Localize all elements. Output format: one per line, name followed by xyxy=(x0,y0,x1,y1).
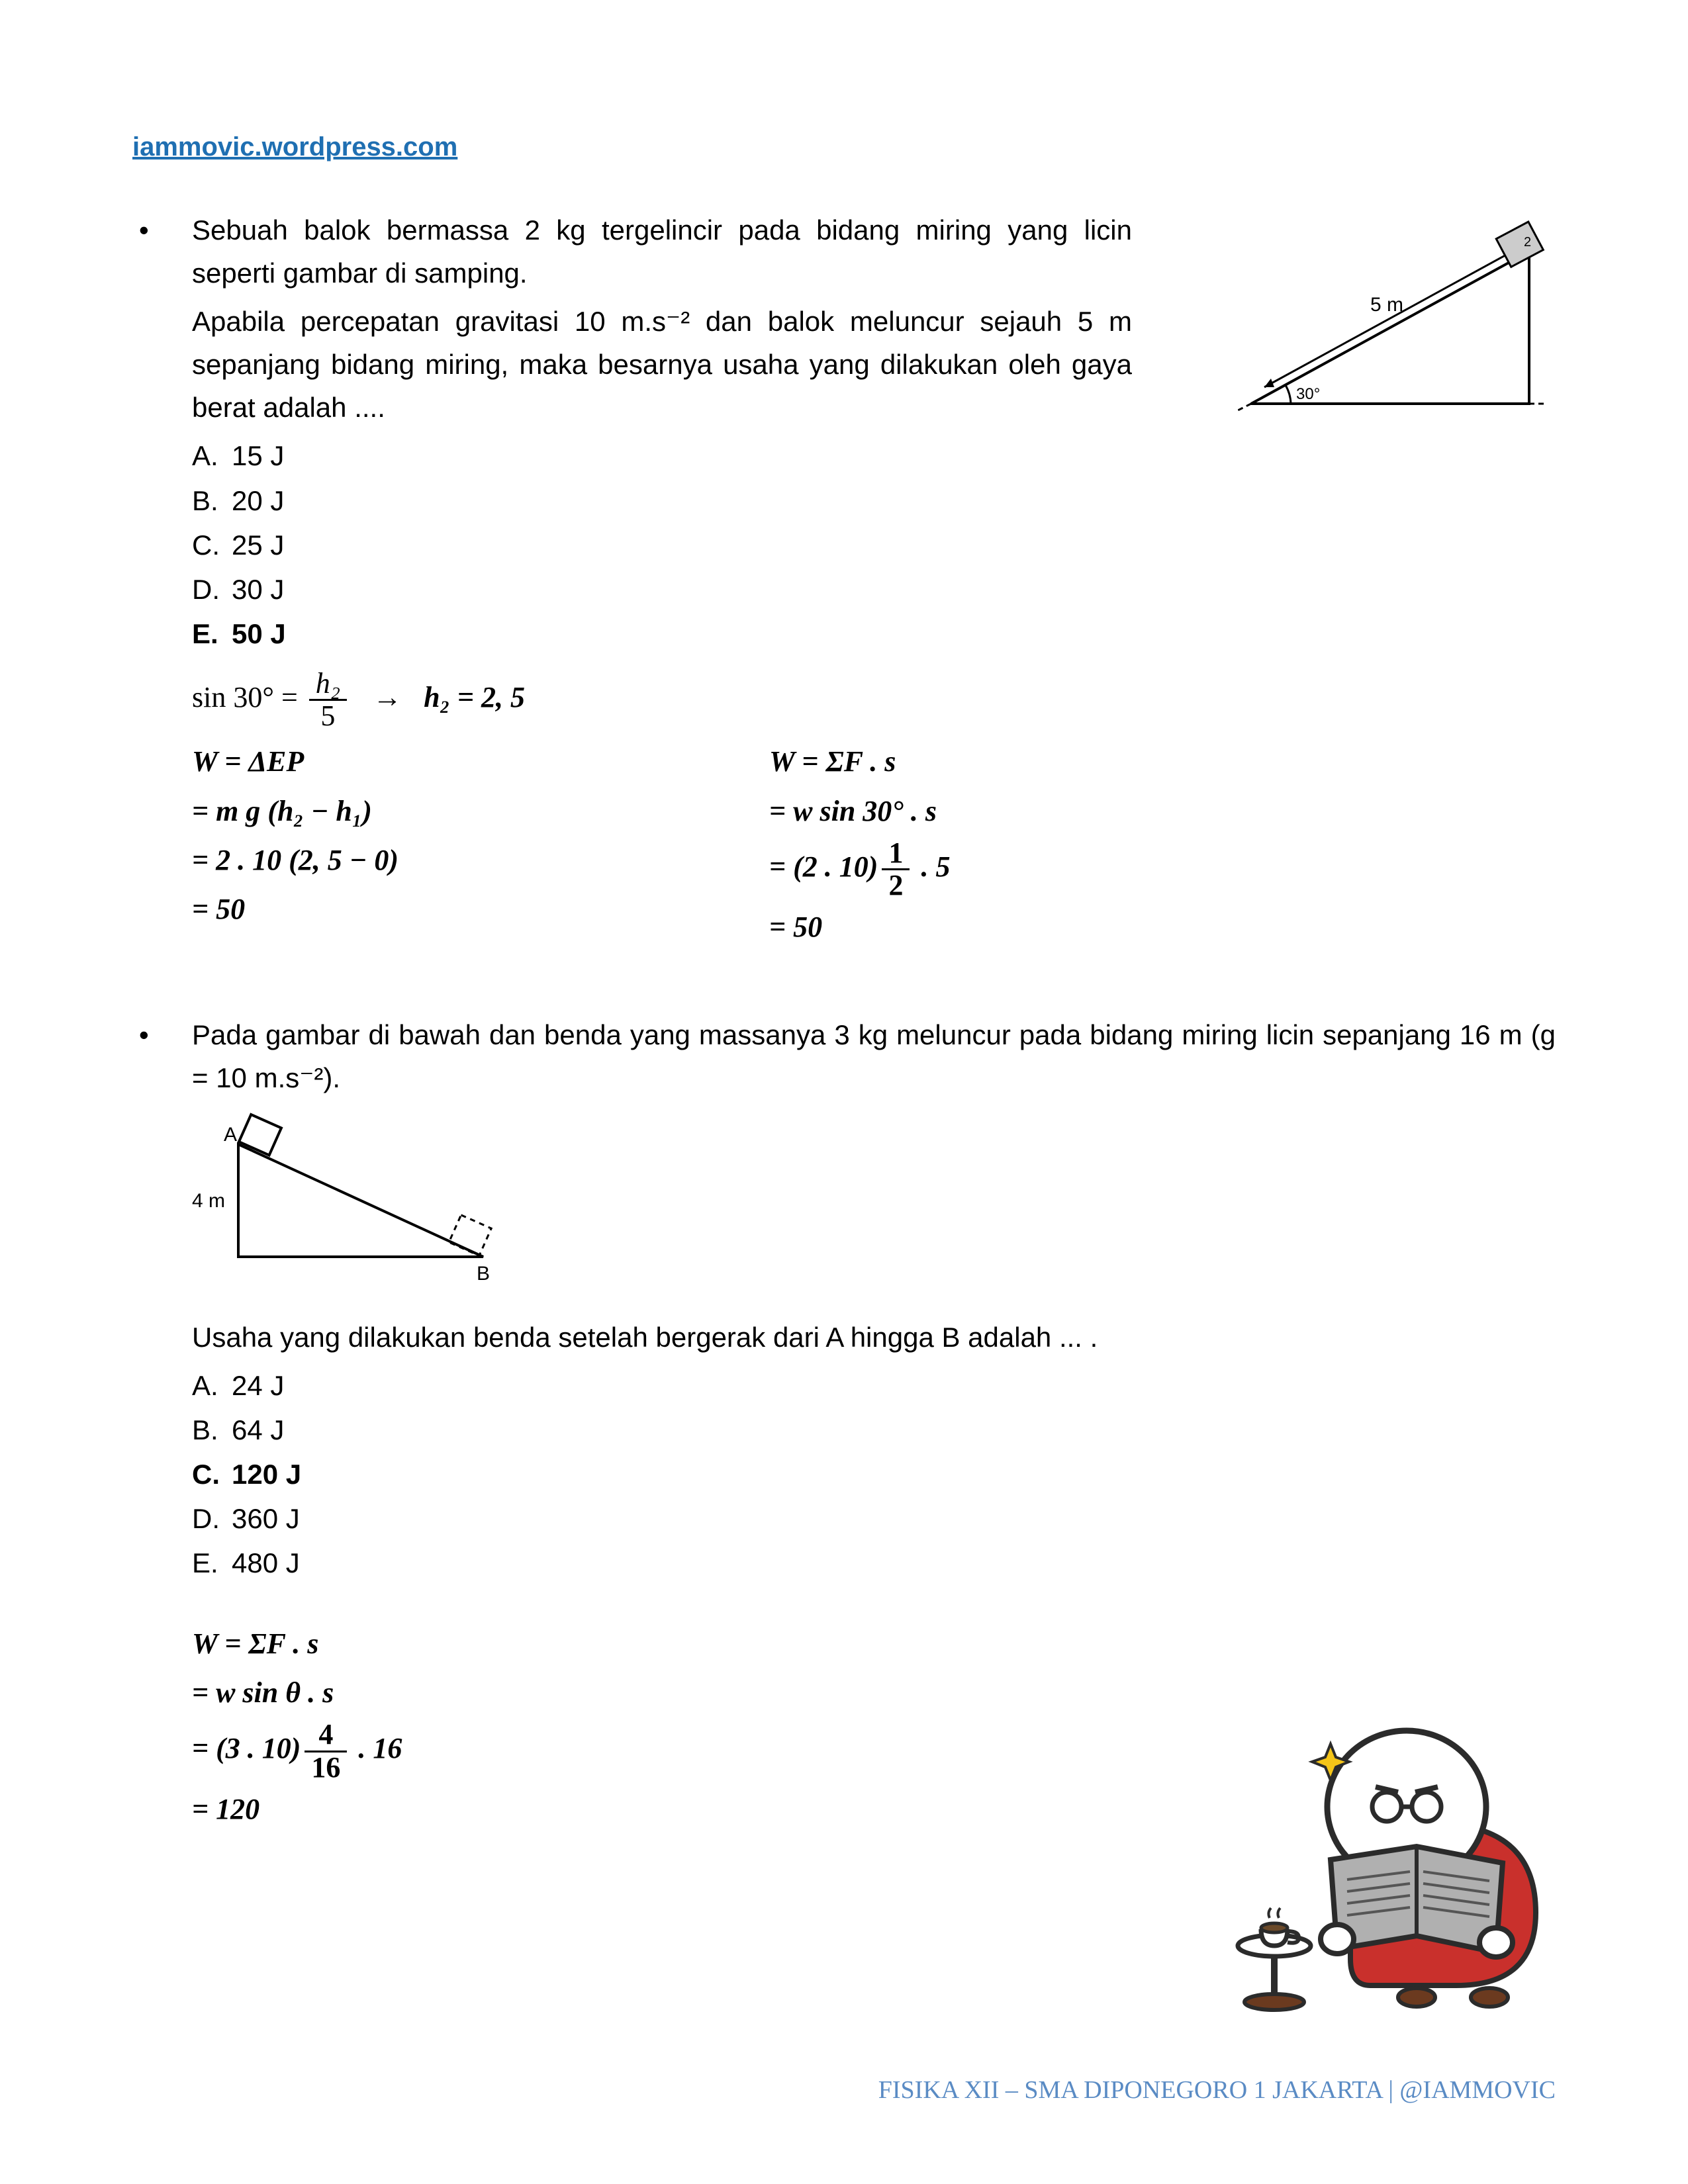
option-c: C.25 J xyxy=(192,523,1556,567)
fig2-label-b: B xyxy=(477,1263,490,1285)
option-d: D.360 J xyxy=(192,1497,1556,1540)
q1-sol-left: W = ΔEP = m g (h₂ − h₁) = 2 . 10 (2, 5 −… xyxy=(192,735,399,954)
option-e: E.480 J xyxy=(192,1541,1556,1584)
q2-question-line: Usaha yang dilakukan benda setelah berge… xyxy=(192,1316,1556,1359)
option-a: A.24 J xyxy=(192,1364,1556,1407)
option-d: D.30 J xyxy=(192,568,1556,611)
cartoon-reader-icon xyxy=(1218,1707,1549,2012)
bullet-icon: • xyxy=(132,208,192,954)
figure-incline-1: 5 m 2 30° xyxy=(1238,218,1556,417)
page-footer: FISIKA XII – SMA DIPONEGORO 1 JAKARTA | … xyxy=(878,2075,1556,2105)
q2-sol-l1: W = ΣF . s xyxy=(192,1621,1556,1666)
figure-incline-2: A B 4 m xyxy=(192,1111,510,1290)
q2-text: Pada gambar di bawah dan benda yang mass… xyxy=(192,1013,1556,1099)
option-c: C.120 J xyxy=(192,1453,1556,1496)
q1-text-2: Apabila percepatan gravitasi 10 m.s⁻² da… xyxy=(192,300,1132,429)
q2-options: A.24 J B.64 J C.120 J D.360 J E.480 J xyxy=(192,1364,1556,1584)
option-b: B.64 J xyxy=(192,1408,1556,1451)
q1-sol-sin: sin 30° = h₂5 → h₂ = 2, 5 xyxy=(192,668,1556,731)
fig1-hyp-label: 5 m xyxy=(1370,294,1403,316)
fig1-angle-label: 30° xyxy=(1296,385,1320,403)
q1-text-1: Sebuah balok bermassa 2 kg tergelincir p… xyxy=(192,208,1132,295)
site-link[interactable]: iammovic.wordpress.com xyxy=(132,132,457,162)
bullet-icon: • xyxy=(132,1013,192,1836)
fig2-height-label: 4 m xyxy=(192,1190,225,1212)
q1-options: A.15 J B.20 J C.25 J D.30 J E.50 J xyxy=(192,434,1556,655)
option-a: A.15 J xyxy=(192,434,1556,477)
q1-sol-right: W = ΣF . s = w sin 30° . s = (2 . 10)12 … xyxy=(769,735,950,954)
option-b: B.20 J xyxy=(192,479,1556,522)
option-e: E.50 J xyxy=(192,612,1556,655)
fig1-block-label: 2 xyxy=(1524,235,1531,250)
fig2-label-a: A xyxy=(224,1124,237,1146)
